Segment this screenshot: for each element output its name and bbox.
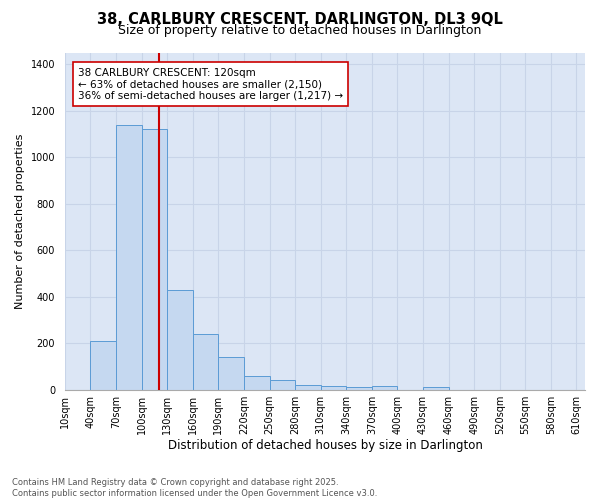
Y-axis label: Number of detached properties: Number of detached properties (15, 134, 25, 309)
Bar (295, 384, 320, 390)
Bar (193, 334, 218, 390)
Bar (167, 290, 193, 390)
Bar (244, 376, 269, 390)
X-axis label: Distribution of detached houses by size in Darlington: Distribution of detached houses by size … (167, 440, 482, 452)
Bar (346, 388, 372, 390)
Text: Contains HM Land Registry data © Crown copyright and database right 2025.
Contai: Contains HM Land Registry data © Crown c… (12, 478, 377, 498)
Bar (269, 380, 295, 390)
Bar (372, 386, 397, 390)
Text: 38, CARLBURY CRESCENT, DARLINGTON, DL3 9QL: 38, CARLBURY CRESCENT, DARLINGTON, DL3 9… (97, 12, 503, 28)
Bar (320, 386, 346, 390)
Bar (423, 386, 449, 390)
Bar (218, 357, 244, 390)
Text: Size of property relative to detached houses in Darlington: Size of property relative to detached ho… (118, 24, 482, 37)
Bar (116, 124, 142, 390)
Text: 38 CARLBURY CRESCENT: 120sqm
← 63% of detached houses are smaller (2,150)
36% of: 38 CARLBURY CRESCENT: 120sqm ← 63% of de… (78, 68, 343, 101)
Bar (142, 129, 167, 390)
Bar (91, 341, 116, 390)
